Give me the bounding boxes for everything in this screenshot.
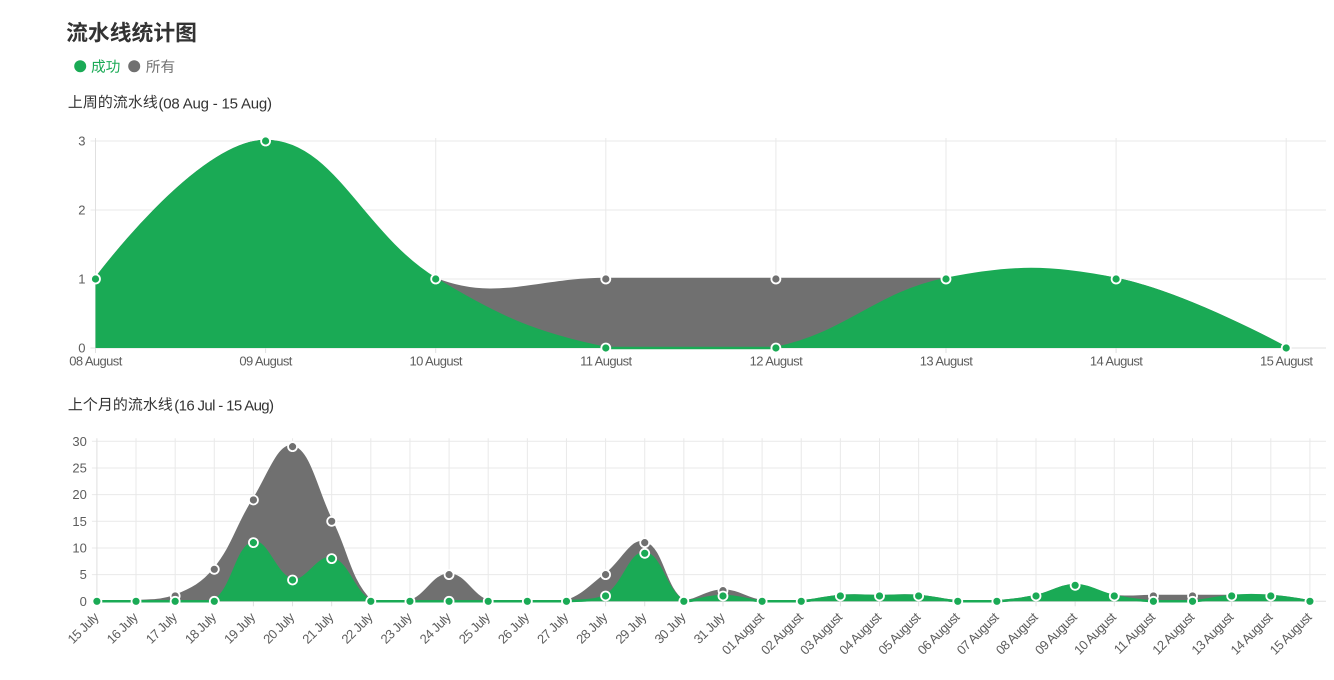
svg-text:0: 0: [78, 341, 85, 356]
svg-text:15: 15: [72, 514, 86, 529]
svg-text:20: 20: [72, 487, 86, 502]
svg-text:10 August: 10 August: [409, 354, 462, 369]
svg-text:0: 0: [80, 594, 87, 609]
svg-text:14 August: 14 August: [1090, 354, 1143, 369]
svg-text:2: 2: [78, 203, 85, 218]
svg-text:11 August: 11 August: [580, 354, 632, 369]
svg-text:10: 10: [72, 541, 86, 556]
svg-text:12 August: 12 August: [750, 354, 803, 369]
svg-text:09 August: 09 August: [239, 354, 292, 369]
svg-text:5: 5: [80, 567, 87, 582]
svg-text:13 August: 13 August: [920, 354, 973, 369]
svg-text:(16 Jul - 15 Aug): (16 Jul - 15 Aug): [174, 398, 274, 415]
svg-text:15 August: 15 August: [1260, 354, 1313, 369]
svg-text:(08 Aug - 15 Aug): (08 Aug - 15 Aug): [159, 95, 273, 112]
svg-text:30: 30: [72, 434, 86, 449]
svg-text:1: 1: [78, 272, 85, 287]
svg-text:08 August: 08 August: [69, 354, 122, 369]
svg-text:3: 3: [78, 134, 85, 149]
svg-text:25: 25: [72, 461, 86, 476]
